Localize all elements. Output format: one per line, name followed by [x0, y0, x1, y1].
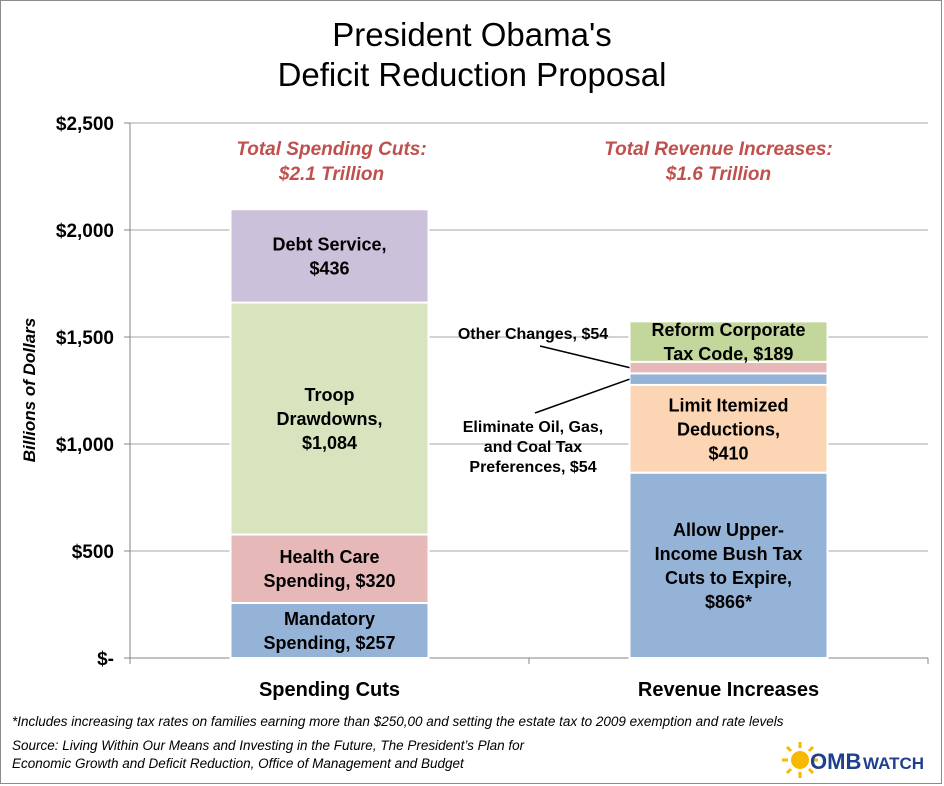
y-axis-title: Billions of Dollars	[20, 318, 39, 463]
x-category-label: Spending Cuts	[259, 679, 400, 701]
bar-segment-bush	[628, 471, 829, 659]
data-label-corporate: Tax Code, $189	[664, 344, 794, 364]
callout-leader-other	[539, 345, 630, 369]
y-tick-label: $2,500	[56, 114, 114, 135]
x-category-label: Revenue Increases	[638, 679, 819, 701]
callout-label-oilgas: Eliminate Oil, Gas,	[463, 419, 604, 436]
data-label-health: Spending, $320	[263, 571, 395, 591]
data-label-troop: Troop	[305, 385, 355, 405]
data-label-debt: $436	[309, 258, 349, 278]
y-tick-label: $2,000	[56, 221, 114, 242]
data-label-itemized: Deductions,	[677, 419, 780, 439]
data-label-itemized: $410	[708, 443, 748, 463]
y-tick-label: $1,000	[56, 435, 114, 456]
total-annotation: Total Spending Cuts:	[236, 139, 426, 160]
data-label-bush: Income Bush Tax	[655, 544, 803, 564]
chart-title-line-1: President Obama's	[332, 16, 612, 53]
bar-segment-health	[229, 533, 430, 605]
data-label-bush: Cuts to Expire,	[665, 568, 792, 588]
data-label-mandatory: Spending, $257	[263, 633, 395, 653]
total-annotation: Total Revenue Increases:	[604, 139, 832, 160]
data-label-troop: $1,084	[302, 433, 357, 453]
y-tick-label: $500	[72, 542, 114, 563]
chart-title-line-2: Deficit Reduction Proposal	[277, 56, 667, 93]
y-tick-label: $-	[97, 649, 114, 670]
y-tick-label: $1,500	[56, 328, 114, 349]
source-line-1: Source: Living Within Our Means and Inve…	[12, 738, 525, 753]
sun-icon	[782, 742, 818, 778]
source-line-2: Economic Growth and Deficit Reduction, O…	[12, 756, 464, 771]
data-label-bush: Allow Upper-	[673, 520, 784, 540]
total-annotation: $2.1 Trillion	[278, 164, 384, 185]
bar-segment-troop	[229, 301, 430, 536]
bar-segment-debt	[229, 208, 430, 304]
logo-text-watch: WATCH	[863, 754, 924, 773]
data-label-corporate: Reform Corporate	[651, 320, 805, 340]
callout-leader-oilgas	[534, 378, 630, 414]
data-label-health: Health Care	[279, 547, 379, 567]
footnote: *Includes increasing tax rates on famili…	[12, 714, 784, 729]
total-annotation: $1.6 Trillion	[665, 164, 771, 185]
omb-watch-logo: OMB WATCH	[782, 742, 924, 778]
data-label-bush: $866*	[705, 592, 752, 612]
logo-text-omb: OMB	[810, 749, 861, 774]
callout-label-oilgas: Preferences, $54	[469, 459, 596, 476]
callout-label-oilgas: and Coal Tax	[484, 439, 582, 456]
data-label-mandatory: Mandatory	[284, 609, 375, 629]
data-label-debt: Debt Service,	[272, 234, 386, 254]
data-label-itemized: Limit Itemized	[668, 395, 788, 415]
callout-label-other: Other Changes, $54	[458, 326, 608, 343]
bar-segment-corporate	[628, 320, 829, 363]
data-label-troop: Drawdowns,	[276, 409, 382, 429]
bar-segment-oilgas	[628, 372, 829, 386]
